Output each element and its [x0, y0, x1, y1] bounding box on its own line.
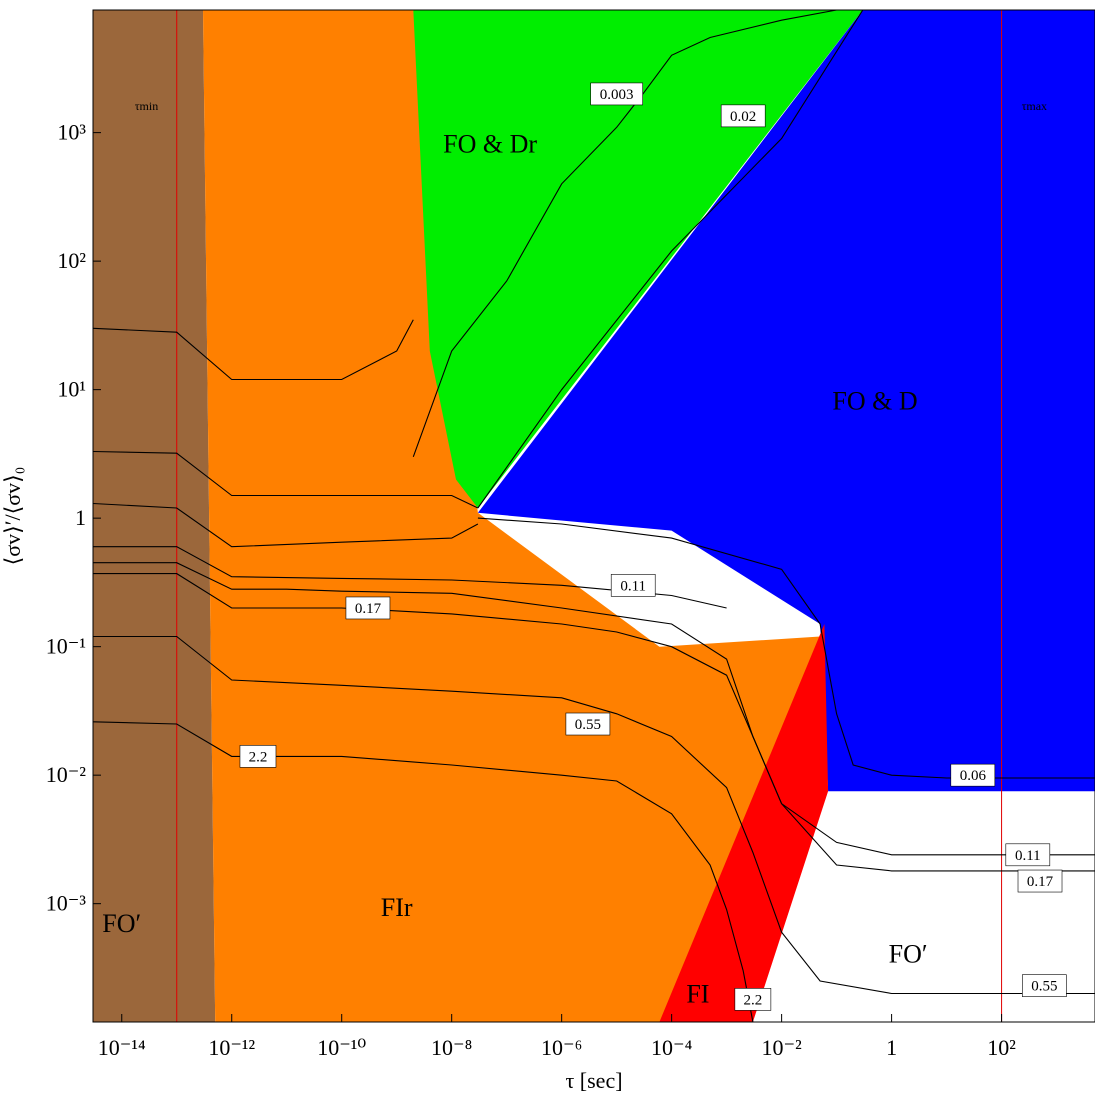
svg-text:0.11: 0.11 — [620, 578, 646, 594]
region-fo-0 — [93, 10, 216, 1022]
tau-line-label-0: τmin — [135, 99, 159, 113]
contour-line-6 — [93, 721, 754, 1022]
contour-label-0: 0.003 — [590, 82, 643, 106]
y-axis-title: ⟨σv⟩′/⟨σv⟩₀ — [0, 467, 25, 566]
svg-text:0.003: 0.003 — [600, 87, 634, 103]
y-axis-ticks: 10⁻³ 10⁻² 10⁻¹ 1 10¹ 10² 10³ — [46, 120, 101, 916]
y-tick-label-0: 10⁻³ — [46, 891, 87, 916]
y-tick-label-5: 10² — [57, 248, 86, 273]
x-tick-label-6: 10⁻² — [762, 1035, 803, 1060]
contour-line-8 — [93, 450, 479, 509]
region-label-1: FIr — [381, 893, 413, 922]
svg-text:2.2: 2.2 — [249, 749, 268, 765]
svg-text:0.55: 0.55 — [1031, 979, 1057, 995]
x-tick-label-4: 10⁻⁶ — [541, 1035, 582, 1060]
regions-layer — [93, 10, 1095, 1022]
y-tick-label-1: 10⁻² — [46, 762, 87, 787]
contour-label-4: 0.55 — [565, 712, 611, 736]
region-label-4: FO′ — [889, 939, 928, 968]
plot-frame — [92, 9, 1095, 1023]
tau-lines-layer: τmin τmax — [135, 10, 1047, 1022]
contour-line-5 — [93, 635, 1095, 995]
region-fo-d-3 — [477, 10, 1095, 792]
svg-text:0.06: 0.06 — [960, 768, 987, 784]
contour-label-6: 0.06 — [950, 763, 996, 787]
y-tick-label-2: 10⁻¹ — [46, 634, 86, 659]
contour-label-1: 0.02 — [720, 104, 766, 128]
svg-text:0.11: 0.11 — [1015, 848, 1041, 864]
contour-label-8: 0.17 — [1017, 869, 1063, 893]
contour-label-5: 2.2 — [239, 745, 277, 768]
region-fo-d-r-2 — [413, 10, 863, 508]
x-tick-label-8: 10² — [987, 1035, 1016, 1060]
x-axis-title: τ [sec] — [565, 1068, 622, 1093]
contour-line-0 — [412, 10, 837, 457]
x-tick-label-2: 10⁻¹⁰ — [317, 1035, 366, 1060]
region-label-5: FI — [686, 980, 709, 1009]
svg-text:2.2: 2.2 — [743, 992, 762, 1008]
svg-text:0.17: 0.17 — [355, 601, 382, 617]
contour-line-3 — [93, 562, 1095, 856]
region-fi-r-1 — [203, 10, 829, 1022]
contour-line-9 — [93, 502, 479, 548]
contour-line-4 — [93, 573, 1095, 872]
y-tick-label-3: 1 — [75, 505, 86, 530]
x-axis-ticks: 10⁻¹⁴ 10⁻¹² 10⁻¹⁰ 10⁻⁸ 10⁻⁶ 10⁻⁴ 10⁻² 1 10² — [98, 1014, 1016, 1060]
tau-line-label-1: τmax — [1022, 99, 1047, 113]
x-tick-label-7: 1 — [886, 1035, 897, 1060]
contour-label-7: 0.11 — [1005, 843, 1051, 867]
region-label-0: FO′ — [102, 909, 141, 938]
region-fi-4 — [659, 624, 829, 1022]
region-label-2: FO & Dr — [443, 130, 537, 159]
x-tick-label-3: 10⁻⁸ — [431, 1035, 472, 1060]
region-labels-layer: FO′ FIr FO & Dr FO & D FO′ FI — [102, 130, 927, 1009]
contour-label-3: 0.17 — [345, 596, 391, 620]
x-tick-label-1: 10⁻¹² — [208, 1035, 255, 1060]
x-tick-label-5: 10⁻⁴ — [651, 1035, 693, 1060]
contour-label-10: 2.2 — [734, 988, 772, 1011]
contour-line-7 — [93, 319, 414, 381]
contour-line-1 — [477, 10, 864, 509]
contour-label-2: 0.11 — [610, 574, 656, 597]
svg-text:0.55: 0.55 — [575, 717, 601, 733]
svg-text:0.17: 0.17 — [1027, 874, 1054, 890]
contour-label-9: 0.55 — [1022, 974, 1067, 997]
x-tick-label-0: 10⁻¹⁴ — [98, 1035, 146, 1060]
y-tick-label-6: 10³ — [57, 120, 86, 145]
y-tick-label-4: 10¹ — [57, 377, 86, 402]
svg-text:0.02: 0.02 — [730, 109, 756, 125]
contour-labels-layer: 0.003 0.02 0.11 0.17 0.55 2.2 0.06 0.11 0.17 0.55… — [239, 82, 1067, 1011]
region-label-3: FO & D — [832, 387, 917, 416]
